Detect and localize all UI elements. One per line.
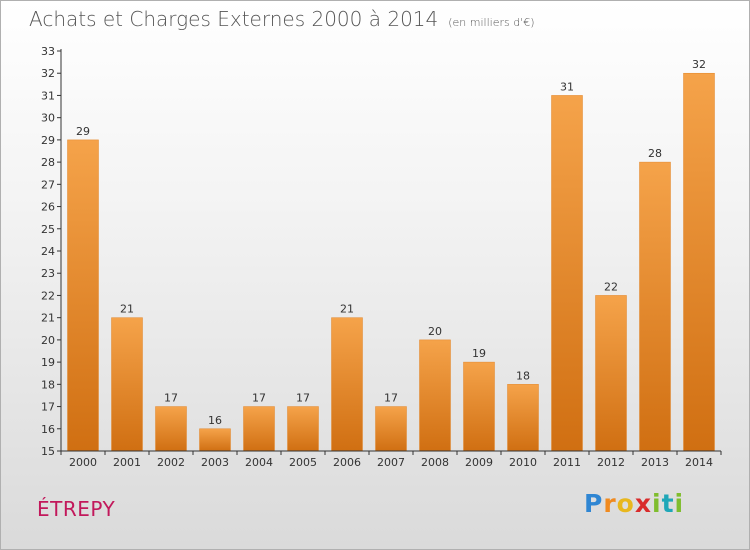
y-tick-label: 28 (41, 156, 55, 169)
y-tick-label: 30 (41, 112, 55, 125)
bar-2010 (507, 384, 539, 452)
data-label-2012: 22 (604, 280, 618, 293)
data-label-2000: 29 (76, 125, 90, 138)
data-label-2010: 18 (516, 369, 530, 382)
y-tick-label: 17 (41, 401, 55, 414)
x-tick-label-2014: 2014 (685, 456, 713, 469)
bar-2006 (331, 317, 363, 452)
y-tick-label: 31 (41, 89, 55, 102)
data-label-2009: 19 (472, 347, 486, 360)
x-tick-label-2010: 2010 (509, 456, 537, 469)
bar-2003 (199, 428, 231, 452)
commune-name: ÉTREPY (37, 497, 116, 521)
x-tick-label-2012: 2012 (597, 456, 625, 469)
bar-2014 (683, 72, 715, 452)
y-tick-label: 26 (41, 201, 55, 214)
bar-2013 (639, 161, 671, 452)
data-label-2004: 17 (252, 392, 266, 405)
x-tick-label-2006: 2006 (333, 456, 361, 469)
bar-2008 (419, 339, 451, 452)
bar-2005 (287, 406, 319, 452)
data-label-2001: 21 (120, 303, 134, 316)
y-tick-label: 19 (41, 356, 55, 369)
data-label-2005: 17 (296, 392, 310, 405)
x-tick-label-2004: 2004 (245, 456, 273, 469)
chart-unit: (en milliers d'€) (448, 16, 535, 29)
chart-title: Achats et Charges Externes 2000 à 2014 (e… (29, 7, 535, 31)
x-tick-label-2001: 2001 (113, 456, 141, 469)
data-label-2011: 31 (560, 80, 574, 93)
proxiti-logo[interactable]: Proxiti (584, 489, 685, 518)
x-tick-label-2002: 2002 (157, 456, 185, 469)
y-tick-label: 32 (41, 67, 55, 80)
x-tick-label-2009: 2009 (465, 456, 493, 469)
bar-2002 (155, 406, 187, 452)
y-tick-label: 21 (41, 312, 55, 325)
bar-2001 (111, 317, 143, 452)
y-tick-label: 20 (41, 334, 55, 347)
bar-2009 (463, 361, 495, 452)
x-tick-label-2011: 2011 (553, 456, 581, 469)
x-tick-label-2000: 2000 (69, 456, 97, 469)
x-tick-label-2005: 2005 (289, 456, 317, 469)
bar-2004 (243, 406, 275, 452)
data-label-2002: 17 (164, 392, 178, 405)
y-tick-label: 23 (41, 267, 55, 280)
x-tick-label-2013: 2013 (641, 456, 669, 469)
data-label-2003: 16 (208, 414, 222, 427)
data-label-2014: 32 (692, 58, 706, 71)
y-tick-label: 15 (41, 445, 55, 458)
data-label-2013: 28 (648, 147, 662, 160)
y-tick-label: 27 (41, 178, 55, 191)
y-tick-label: 16 (41, 423, 55, 436)
x-tick-label-2008: 2008 (421, 456, 449, 469)
bar-2007 (375, 406, 407, 452)
chart-title-text: Achats et Charges Externes 2000 à 2014 (29, 7, 439, 31)
data-label-2008: 20 (428, 325, 442, 338)
bar-2012 (595, 295, 627, 452)
y-tick-label: 18 (41, 378, 55, 391)
x-tick-label-2003: 2003 (201, 456, 229, 469)
bar-2000 (67, 139, 99, 452)
y-tick-label: 25 (41, 223, 55, 236)
y-tick-label: 24 (41, 245, 55, 258)
y-tick-label: 22 (41, 289, 55, 302)
x-tick-label-2007: 2007 (377, 456, 405, 469)
data-label-2007: 17 (384, 392, 398, 405)
y-tick-label: 33 (41, 45, 55, 58)
bar-2011 (551, 95, 583, 452)
data-label-2006: 21 (340, 303, 354, 316)
y-tick-label: 29 (41, 134, 55, 147)
